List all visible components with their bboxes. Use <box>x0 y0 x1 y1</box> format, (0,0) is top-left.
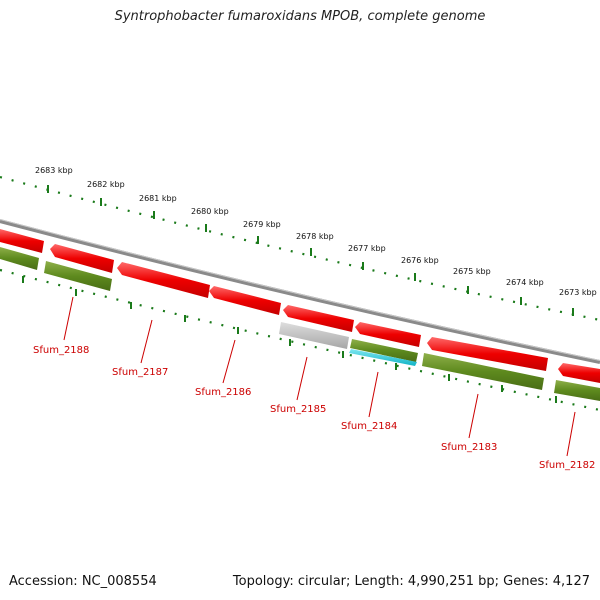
scale-label-2680: 2680 kbp <box>191 207 229 216</box>
scale-label-2675: 2675 kbp <box>453 267 491 276</box>
leader-line <box>566 411 576 457</box>
gene-features <box>0 229 600 383</box>
gene-label-sfum-2183: Sfum_2183 <box>441 442 497 453</box>
scale-label-2678: 2678 kbp <box>296 232 334 241</box>
gene-arrow <box>117 262 210 298</box>
leader-line <box>140 319 153 364</box>
scale-label-2673: 2673 kbp <box>559 288 597 297</box>
genome-backbone <box>0 219 600 364</box>
scale-label-2679: 2679 kbp <box>243 220 281 229</box>
gene-label-leaders <box>63 296 576 457</box>
map-title: Syntrophobacter fumaroxidans MPOB, compl… <box>114 9 486 24</box>
rna-bar <box>349 349 417 366</box>
leader-line <box>63 296 74 341</box>
cds-bar <box>44 261 112 291</box>
gene-arrow <box>0 229 44 253</box>
inner-scale <box>0 268 600 412</box>
gene-label-sfum-2187: Sfum_2187 <box>112 367 168 378</box>
gene-label-sfum-2182: Sfum_2182 <box>539 460 595 471</box>
scale-label-2681: 2681 kbp <box>139 194 177 203</box>
accession-text: Accession: NC_008554 <box>9 574 157 589</box>
gene-label-sfum-2184: Sfum_2184 <box>341 421 397 432</box>
gene-arrow <box>355 322 421 347</box>
outer-scale-dots <box>0 175 600 322</box>
gene-arrow <box>283 305 354 332</box>
scale-label-2674: 2674 kbp <box>506 278 544 287</box>
scale-label-2683: 2683 kbp <box>35 166 73 175</box>
scale-label-2682: 2682 kbp <box>87 180 125 189</box>
gene-label-sfum-2185: Sfum_2185 <box>270 404 326 415</box>
leader-line <box>368 371 379 418</box>
leader-line <box>222 339 236 384</box>
scale-label-2677: 2677 kbp <box>348 244 386 253</box>
gene-label-sfum-2186: Sfum_2186 <box>195 387 251 398</box>
cds-bar <box>422 353 544 390</box>
cds-bar <box>350 339 418 362</box>
leader-line <box>468 393 479 439</box>
cds-features <box>0 247 600 401</box>
cds-bar <box>554 380 600 401</box>
scale-labels: 2683 kbp 2682 kbp 2681 kbp 2680 kbp 2679… <box>35 166 597 297</box>
topology-text: Topology: circular; Length: 4,990,251 bp… <box>232 574 590 589</box>
scale-label-2676: 2676 kbp <box>401 256 439 265</box>
outer-scale <box>0 175 600 322</box>
pseudo-bar <box>279 322 349 349</box>
gene-label-sfum-2188: Sfum_2188 <box>33 345 89 356</box>
gene-arrow <box>209 286 281 315</box>
gene-arrow <box>558 363 600 383</box>
cds-bar <box>0 247 39 270</box>
genome-backbone-highlight <box>0 219 600 361</box>
gene-labels: Sfum_2188 Sfum_2187 Sfum_2186 Sfum_2185 … <box>33 345 595 471</box>
gene-arrow <box>50 244 114 273</box>
gene-arrow <box>427 337 548 371</box>
leader-line <box>296 356 308 401</box>
